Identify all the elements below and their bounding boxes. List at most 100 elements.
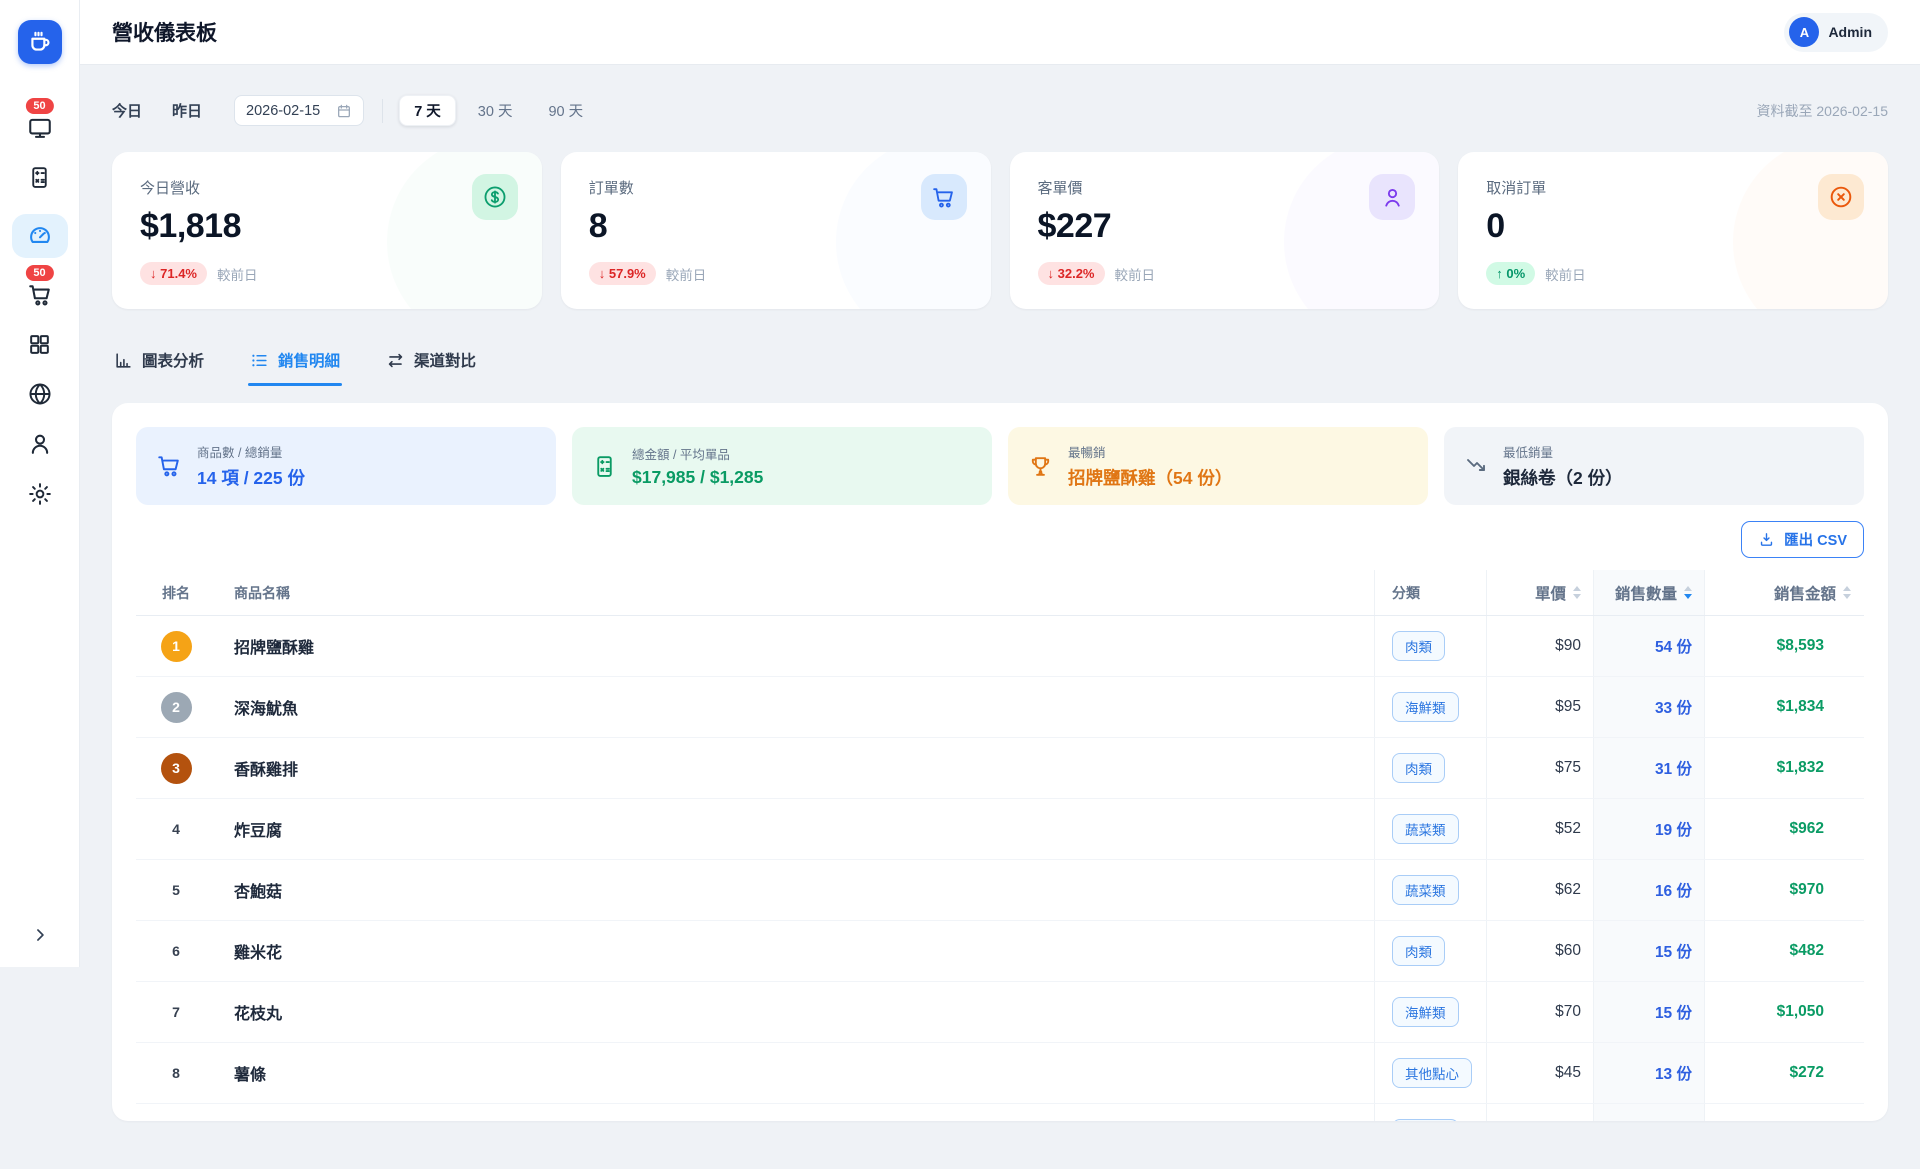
table-row: 9 酥炸蝦仁 海鮮類 $100 11 份 $1,100 <box>136 1104 1864 1121</box>
data-as-of-label: 資料截至 2026-02-15 <box>1756 102 1888 119</box>
rank-badge: 7 <box>172 1004 180 1020</box>
product-name: 招牌鹽酥雞 <box>234 640 315 657</box>
avatar: A <box>1789 17 1820 47</box>
date-picker[interactable]: 2026-02-15 <box>234 95 365 126</box>
table-row: 3 香酥雞排 肉類 $75 31 份 $1,832 <box>136 738 1864 799</box>
sales-qty: 11 份 <box>1593 1104 1704 1121</box>
tab-sales-detail[interactable]: 銷售明細 <box>248 349 343 386</box>
x-circle-icon <box>1818 174 1864 220</box>
stat-value: $227 <box>1037 207 1112 245</box>
cart-icon <box>27 282 53 308</box>
unit-price: $95 <box>1486 677 1593 737</box>
table-header: 排名 商品名稱 分類 單價 銷售數量 銷售金額 <box>136 570 1864 616</box>
sidebar-item-dashboard[interactable] <box>11 214 68 258</box>
products-table: 排名 商品名稱 分類 單價 銷售數量 銷售金額 1 招牌鹽酥雞 肉類 <box>136 570 1864 1121</box>
compare-icon <box>386 351 405 370</box>
filter-yesterday[interactable]: 昨日 <box>172 103 203 120</box>
header-qty-sort[interactable]: 銷售數量 <box>1593 570 1704 615</box>
trophy-icon <box>1028 454 1053 479</box>
grid-icon <box>27 332 52 357</box>
table-row: 8 薯條 其他點心 $45 13 份 $272 <box>136 1043 1864 1104</box>
summary-value: $17,985 / $1,285 <box>632 467 764 487</box>
rank-badge: 3 <box>160 752 192 784</box>
app-logo[interactable] <box>18 20 62 64</box>
rank-badge: 6 <box>172 943 180 959</box>
unit-price: $75 <box>1486 738 1593 798</box>
sales-qty: 33 份 <box>1593 677 1704 737</box>
sidebar-item-users[interactable] <box>27 431 53 457</box>
tab-channel-compare[interactable]: 渠道對比 <box>386 349 476 373</box>
filter-today[interactable]: 今日 <box>112 103 143 120</box>
coffee-cup-icon <box>27 29 53 55</box>
user-icon <box>27 431 53 457</box>
sales-amount: $272 <box>1704 1043 1864 1103</box>
sidebar-item-settings[interactable] <box>27 481 53 507</box>
range-90d-button[interactable]: 90 天 <box>534 95 597 126</box>
product-name: 雞米花 <box>234 945 283 962</box>
range-30d-button[interactable]: 30 天 <box>464 95 527 126</box>
header-amount-sort[interactable]: 銷售金額 <box>1704 570 1864 615</box>
sales-amount: $8,593 <box>1704 616 1864 676</box>
sales-detail-panel: 商品數 / 總銷量 14 項 / 225 份 總金額 / 平均單品 $17,98… <box>112 403 1888 1121</box>
change-pill: ↑ 0% <box>1486 262 1536 285</box>
dollar-circle-icon <box>471 174 518 220</box>
stat-label: 訂單數 <box>588 180 634 197</box>
sales-amount: $1,050 <box>1704 982 1864 1042</box>
export-csv-button[interactable]: 匯出 CSV <box>1741 521 1864 558</box>
category-tag: 其他點心 <box>1392 1058 1472 1088</box>
stat-card-orders: 訂單數 8 ↓ 57.9% 較前日 <box>560 152 991 309</box>
sidebar-item-pos[interactable]: 50 <box>25 98 54 141</box>
compare-label: 較前日 <box>1114 267 1156 283</box>
stat-value: $1,818 <box>140 207 241 245</box>
sidebar-nav: 50 <box>0 98 79 507</box>
category-tag: 蔬菜類 <box>1392 814 1459 844</box>
header-price-sort[interactable]: 單價 <box>1486 570 1593 615</box>
topbar: 營收儀表板 A Admin <box>80 0 1920 65</box>
category-tag: 肉類 <box>1392 631 1445 661</box>
filter-bar: 今日 昨日 2026-02-15 7 天 30 天 90 天 資料截至 2026… <box>112 95 1888 126</box>
range-7d-button[interactable]: 7 天 <box>399 95 456 126</box>
page-title: 營收儀表板 <box>112 22 217 45</box>
user-menu[interactable]: A Admin <box>1784 12 1888 52</box>
category-tag: 海鮮類 <box>1392 692 1459 722</box>
gauge-icon <box>27 223 53 249</box>
sales-amount: $962 <box>1704 799 1864 859</box>
sales-qty: 15 份 <box>1593 982 1704 1042</box>
stat-label: 今日營收 <box>140 180 201 197</box>
category-tag: 蔬菜類 <box>1392 875 1459 905</box>
unit-price: $62 <box>1486 860 1593 920</box>
sidebar-item-web[interactable] <box>27 381 53 407</box>
rank-badge: 8 <box>172 1065 180 1081</box>
tab-chart-analysis[interactable]: 圖表分析 <box>114 349 204 373</box>
table-body: 1 招牌鹽酥雞 肉類 $90 54 份 $8,593 2 深海魷魚 海鮮類 $9… <box>136 616 1864 1121</box>
table-row: 4 炸豆腐 蔬菜類 $52 19 份 $962 <box>136 799 1864 860</box>
unit-price: $90 <box>1486 616 1593 676</box>
summary-label: 最低銷量 <box>1503 446 1554 460</box>
rank-badge: 2 <box>160 691 192 723</box>
list-icon <box>250 351 269 370</box>
main-content: 今日 昨日 2026-02-15 7 天 30 天 90 天 資料截至 2026… <box>80 65 1920 1169</box>
sidebar-item-calculator[interactable] <box>27 165 52 190</box>
orders-badge: 50 <box>25 265 54 281</box>
product-name: 花枝丸 <box>234 1006 283 1023</box>
sidebar-item-modules[interactable] <box>27 332 52 357</box>
product-name: 杏鮑菇 <box>234 884 283 901</box>
sales-amount: $970 <box>1704 860 1864 920</box>
sidebar-expand-button[interactable] <box>30 925 50 945</box>
product-name: 香酥雞排 <box>234 762 299 779</box>
divider <box>382 98 384 123</box>
summary-card-bestseller: 最暢銷 招牌鹽酥雞（54 份） <box>1008 427 1428 505</box>
stat-value: 8 <box>588 207 608 245</box>
unit-price: $100 <box>1486 1104 1593 1121</box>
cart-icon <box>156 453 182 479</box>
table-row: 1 招牌鹽酥雞 肉類 $90 54 份 $8,593 <box>136 616 1864 677</box>
sidebar-item-orders[interactable]: 50 <box>25 265 54 308</box>
summary-label: 最暢銷 <box>1068 446 1106 460</box>
export-label: 匯出 CSV <box>1784 533 1847 549</box>
change-pill: ↓ 57.9% <box>588 262 656 285</box>
gear-icon <box>27 481 53 507</box>
table-row: 7 花枝丸 海鮮類 $70 15 份 $1,050 <box>136 982 1864 1043</box>
download-icon <box>1758 531 1775 548</box>
user-name: Admin <box>1828 24 1872 40</box>
bar-chart-icon <box>114 351 133 370</box>
